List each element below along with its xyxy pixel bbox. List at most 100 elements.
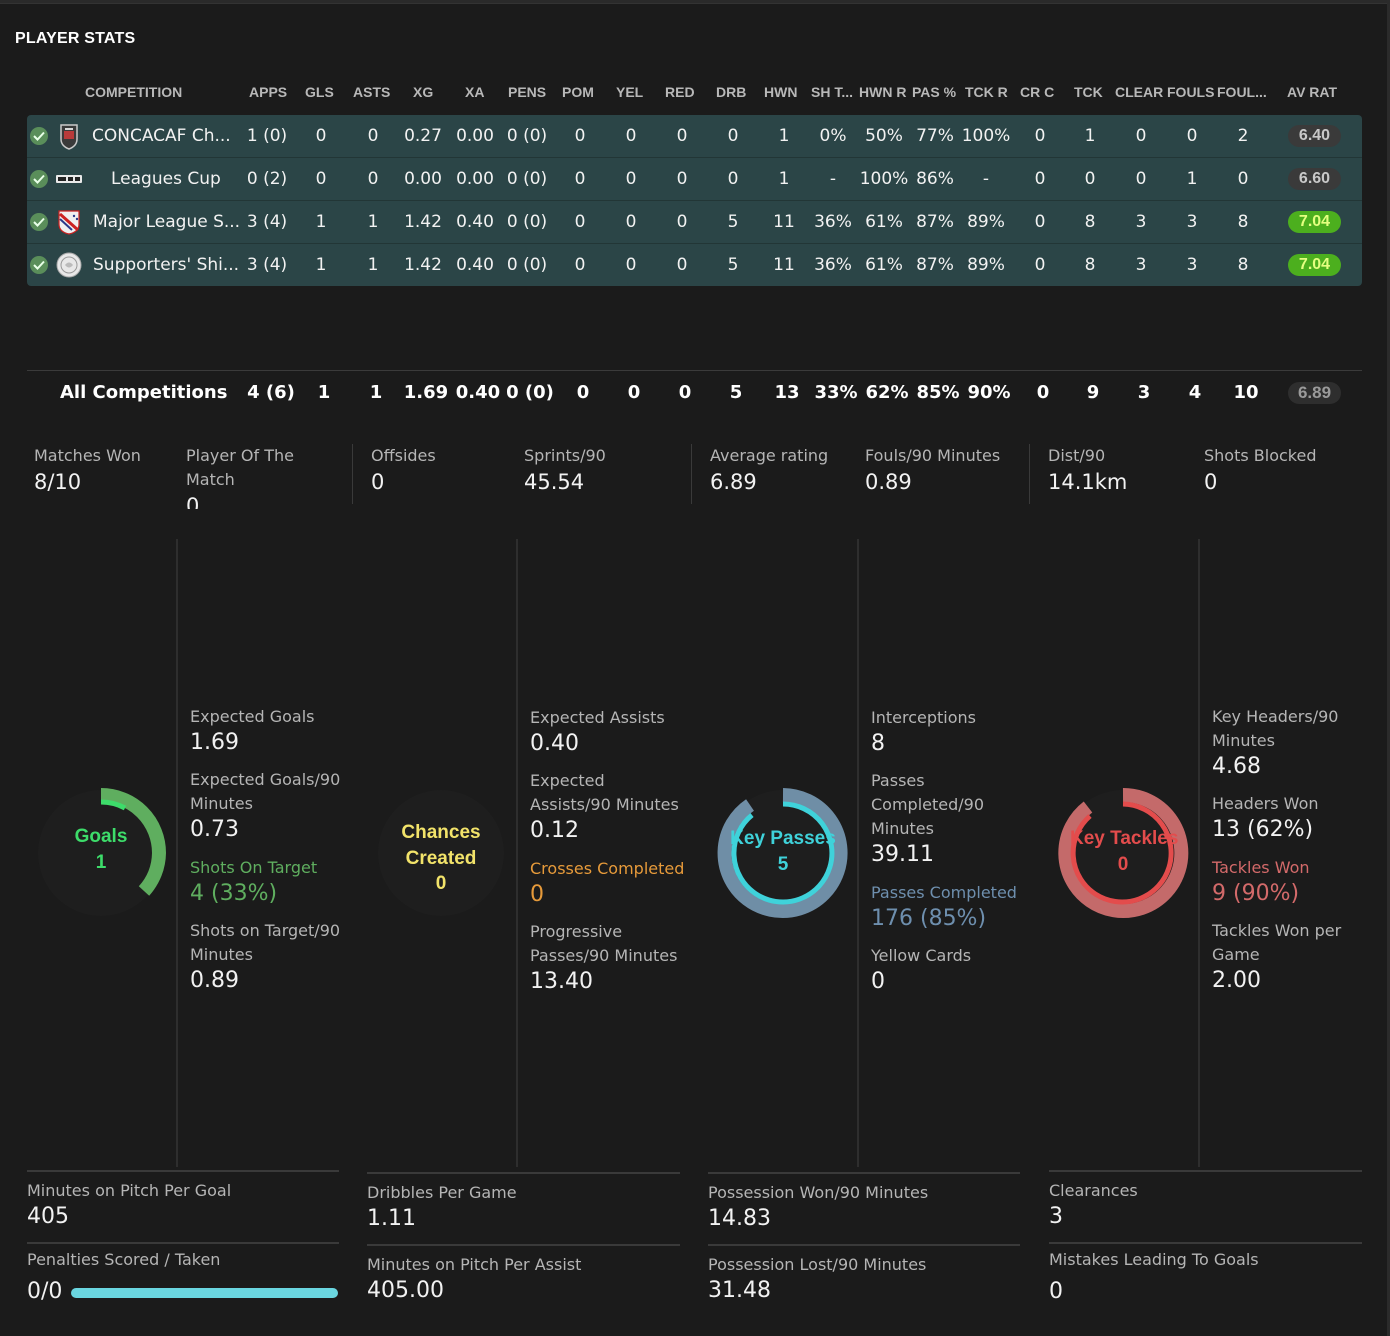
column-header[interactable]: CR C	[1020, 84, 1055, 100]
column-header[interactable]: FOULS	[1167, 84, 1215, 100]
table-cell: 1.42	[404, 212, 442, 232]
totals-cell: 0	[627, 382, 641, 403]
table-cell: 87%	[916, 212, 954, 232]
table-cell: 0 (0)	[506, 169, 548, 189]
stat-label: Clearances	[1049, 1181, 1138, 1200]
table-cell: 0	[574, 126, 586, 146]
check-icon	[30, 213, 48, 231]
totals-cell: 33%	[814, 382, 858, 403]
table-cell: 11	[773, 212, 795, 232]
stat-label: Expected Goals/90 Minutes	[190, 770, 341, 813]
key-passes-ring[interactable]: Key Passes 5	[708, 778, 858, 928]
concacaf-logo	[55, 122, 83, 150]
column-divider	[176, 539, 178, 1167]
goals-value: 1	[95, 852, 107, 873]
column-header[interactable]: SH T...	[811, 84, 854, 100]
stat-value: 1.69	[190, 730, 239, 755]
table-row[interactable]: Supporters' Shi... 7.04 3 (4) 1 1 1.42 0.40 0…	[27, 244, 1362, 286]
table-cell: 0	[574, 255, 586, 275]
table-cell: 0	[625, 255, 637, 275]
table-cell: 0	[1034, 255, 1046, 275]
totals-cell: 0	[1036, 382, 1050, 403]
table-cell: 0.40	[456, 212, 494, 232]
table-row[interactable]: CONCACAF Ch... 6.40 1 (0) 0 0 0.27 0.00 0 (0)…	[27, 115, 1362, 157]
summary-value: 14.1km	[1048, 470, 1128, 494]
stat-label: Mistakes Leading To Goals	[1049, 1250, 1259, 1269]
table-row[interactable]: Leagues Cup 6.60 0 (2) 0 0 0.00 0.00 0 (0) 0 0 0…	[27, 158, 1362, 200]
column-divider	[857, 539, 859, 1167]
leagues-cup-logo	[55, 165, 83, 193]
table-cell: 1	[1084, 126, 1096, 146]
table-cell: 86%	[916, 169, 954, 189]
chances-value: 0	[435, 873, 447, 894]
totals-cell: 0.40	[455, 382, 501, 403]
key-tackles-ring[interactable]: Key Tackles 0	[1048, 778, 1198, 928]
column-header[interactable]: HWN	[764, 84, 798, 100]
totals-cell: 13	[774, 382, 800, 403]
totals-cell: 4	[1188, 382, 1202, 403]
column-header[interactable]: FOUL...	[1217, 84, 1267, 100]
stat-value: 0	[530, 882, 544, 907]
table-cell: 11	[773, 255, 795, 275]
table-cell: 0.27	[404, 126, 442, 146]
stat-value: 0	[871, 969, 885, 994]
stat-value: 0	[1049, 1279, 1063, 1304]
table-row[interactable]: Major League S... 7.04 3 (4) 1 1 1.42 0.40 0 …	[27, 201, 1362, 243]
column-header[interactable]: APPS	[249, 84, 288, 100]
totals-cell: 4 (6)	[247, 382, 295, 403]
stat-value: 0.12	[530, 818, 579, 843]
stat-value: 39.11	[871, 842, 934, 867]
chances-created-ring[interactable]: Chances Created 0	[366, 778, 516, 928]
table-cell: 87%	[916, 255, 954, 275]
column-header[interactable]: POM	[562, 84, 594, 100]
key-passes-label: Key Passes	[730, 828, 836, 849]
totals-cell: 0 (0)	[506, 382, 554, 403]
table-cell: 0	[676, 169, 688, 189]
column-header[interactable]: CLEAR	[1115, 84, 1164, 100]
table-cell: 5	[727, 212, 739, 232]
key-tackles-label: Key Tackles	[1070, 828, 1179, 849]
stat-value: 31.48	[708, 1278, 771, 1303]
summary-label: Offsides	[371, 446, 436, 465]
panel-title: PLAYER STATS	[15, 30, 136, 47]
column-header[interactable]: YEL	[616, 84, 644, 100]
stat-value: 13.40	[530, 969, 593, 994]
competition-name[interactable]: Major League S...	[93, 212, 241, 232]
table-cell: 1.42	[404, 255, 442, 275]
table-cell: 0	[1135, 169, 1147, 189]
column-header[interactable]: XG	[413, 84, 434, 100]
table-cell: 0	[625, 169, 637, 189]
competition-name[interactable]: CONCACAF Ch...	[92, 126, 231, 146]
column-header[interactable]: DRB	[716, 84, 747, 100]
stat-label: Crosses Completed	[530, 859, 685, 878]
column-header[interactable]: TCK R	[965, 84, 1008, 100]
stat-label: Possession Lost/90 Minutes	[708, 1255, 927, 1274]
competition-name[interactable]: Leagues Cup	[111, 169, 221, 189]
column-header[interactable]: RED	[665, 84, 695, 100]
competition-name[interactable]: Supporters' Shi...	[93, 255, 240, 275]
table-cell: 50%	[865, 126, 903, 146]
stat-value: 0.73	[190, 817, 239, 842]
table-cell: 3	[1186, 255, 1198, 275]
table-cell: 0	[574, 169, 586, 189]
column-header[interactable]: TCK	[1074, 84, 1103, 100]
column-header[interactable]: AV RAT	[1287, 84, 1338, 100]
table-cell: 0.00	[456, 169, 494, 189]
column-header[interactable]: HWN R	[859, 84, 907, 100]
stat-value: 0.89	[190, 968, 239, 993]
column-header[interactable]: COMPETITION	[85, 84, 183, 100]
column-header[interactable]: XA	[465, 84, 485, 100]
scrollbar-track[interactable]	[1387, 0, 1390, 1336]
column-header[interactable]: ASTS	[353, 84, 391, 100]
goals-ring[interactable]: Goals 1	[26, 778, 176, 928]
totals-cell: 1	[317, 382, 331, 403]
totals-label: All Competitions	[60, 382, 228, 403]
table-cell: 0	[625, 212, 637, 232]
table-cell: 0	[1034, 126, 1046, 146]
summary-value: 0	[186, 494, 200, 509]
chances-label-line2: Created	[405, 848, 477, 869]
column-header[interactable]: GLS	[305, 84, 334, 100]
column-header[interactable]: PENS	[508, 84, 547, 100]
column-header[interactable]: PAS %	[912, 84, 957, 100]
table-cell: 1	[778, 126, 790, 146]
